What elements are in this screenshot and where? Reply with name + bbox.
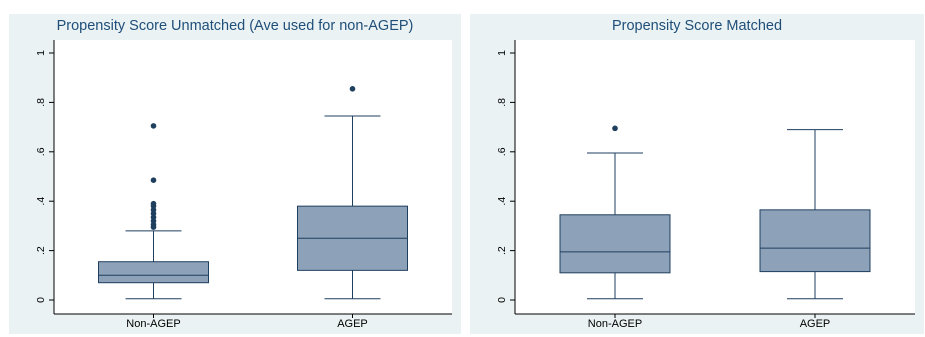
outlier-point — [150, 200, 157, 207]
box-non-agep — [559, 125, 671, 300]
chart-title: Propensity Score Matched — [612, 18, 782, 34]
box-non-agep — [98, 123, 209, 300]
y-tick-label: .6 — [35, 147, 47, 156]
x-tick-label: AGEP — [800, 318, 831, 330]
interquartile-box — [98, 261, 209, 284]
y-tick-label: 0 — [496, 297, 508, 303]
outlier-point — [612, 125, 618, 132]
outlier-point — [150, 177, 157, 184]
y-tick-label: .2 — [35, 246, 47, 255]
y-tick-label: .4 — [35, 197, 47, 206]
y-tick-label: .8 — [496, 98, 508, 107]
chart-panel-2: Propensity Score Matched 0 .2 .4 .6 .8 1 Non-AG… — [470, 14, 924, 334]
y-tick-label: 1 — [496, 50, 508, 56]
chart-title: Propensity Score Unmatched (Ave used for… — [57, 18, 414, 34]
interquartile-box — [559, 214, 671, 274]
interquartile-box — [759, 209, 871, 273]
box-agep — [759, 129, 871, 300]
y-tick-label: 1 — [35, 50, 47, 56]
outlier-point — [349, 86, 356, 92]
y-tick-label: .2 — [496, 246, 508, 255]
outlier-point — [150, 123, 157, 129]
chart-panel-1: Propensity Score Unmatched (Ave used for… — [9, 14, 461, 334]
y-tick-label: .6 — [496, 147, 508, 156]
x-tick-label: Non-AGEP — [126, 318, 180, 330]
y-tick-label: .8 — [35, 98, 47, 107]
box-agep — [297, 86, 408, 300]
x-tick-label: Non-AGEP — [588, 318, 642, 330]
y-tick-label: 0 — [35, 297, 47, 303]
y-tick-label: .4 — [496, 197, 508, 206]
x-tick-label: AGEP — [337, 318, 368, 330]
